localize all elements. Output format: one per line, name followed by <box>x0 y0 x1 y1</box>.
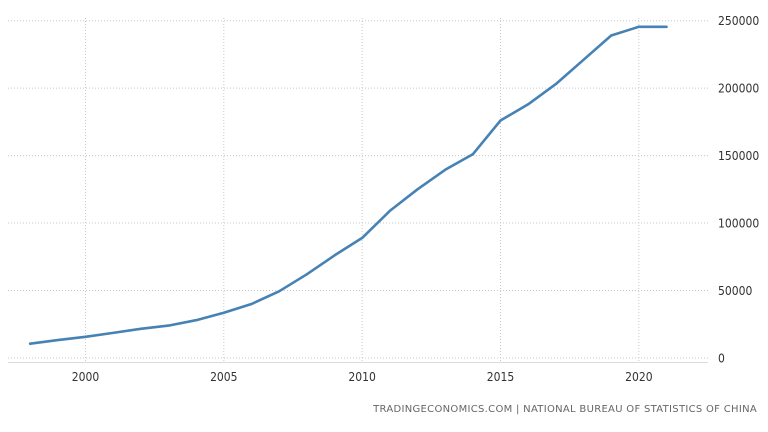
x-tick-label: 2005 <box>210 370 237 384</box>
y-tick-label: 0 <box>718 351 725 365</box>
source-attribution: TRADINGECONOMICS.COM | NATIONAL BUREAU O… <box>373 404 757 415</box>
x-tick-label: 2010 <box>348 370 376 384</box>
series-line <box>28 25 668 346</box>
y-tick-label: 150000 <box>718 149 759 163</box>
y-tick-label: 250000 <box>718 14 759 28</box>
series-layer <box>28 25 668 346</box>
x-tick-label: 2015 <box>487 370 514 384</box>
x-tick-label: 2020 <box>625 370 653 384</box>
x-tick-label: 2000 <box>72 370 100 384</box>
y-axis-tick-labels: 0 50000 100000 150000 200000 250000 <box>718 14 759 365</box>
y-tick-label: 50000 <box>718 284 752 298</box>
grid-lines <box>8 18 708 363</box>
y-tick-label: 100000 <box>718 217 759 231</box>
x-axis-tick-labels: 2000 2005 2010 2015 2020 <box>72 370 653 384</box>
y-tick-label: 200000 <box>718 82 759 96</box>
